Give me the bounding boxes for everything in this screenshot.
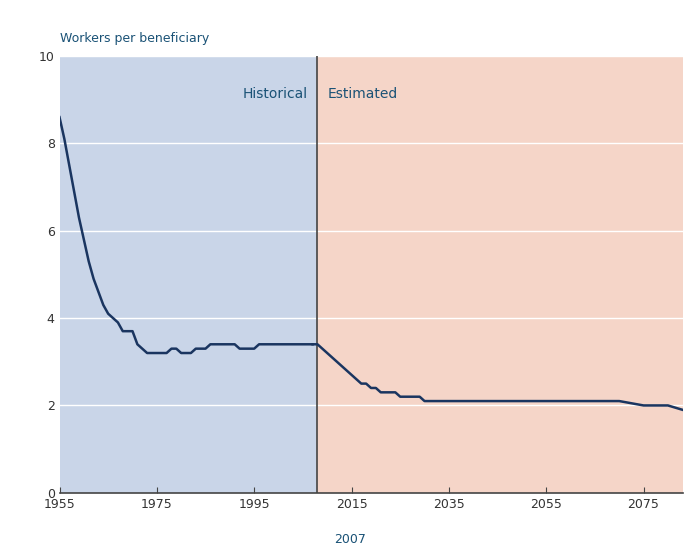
Text: 2007: 2007 [334, 533, 366, 546]
Text: Estimated: Estimated [327, 87, 398, 101]
Text: Historical: Historical [243, 87, 308, 101]
Bar [318, 56, 682, 493]
Bar [60, 56, 318, 493]
Text: Workers per beneficiary: Workers per beneficiary [60, 32, 209, 45]
